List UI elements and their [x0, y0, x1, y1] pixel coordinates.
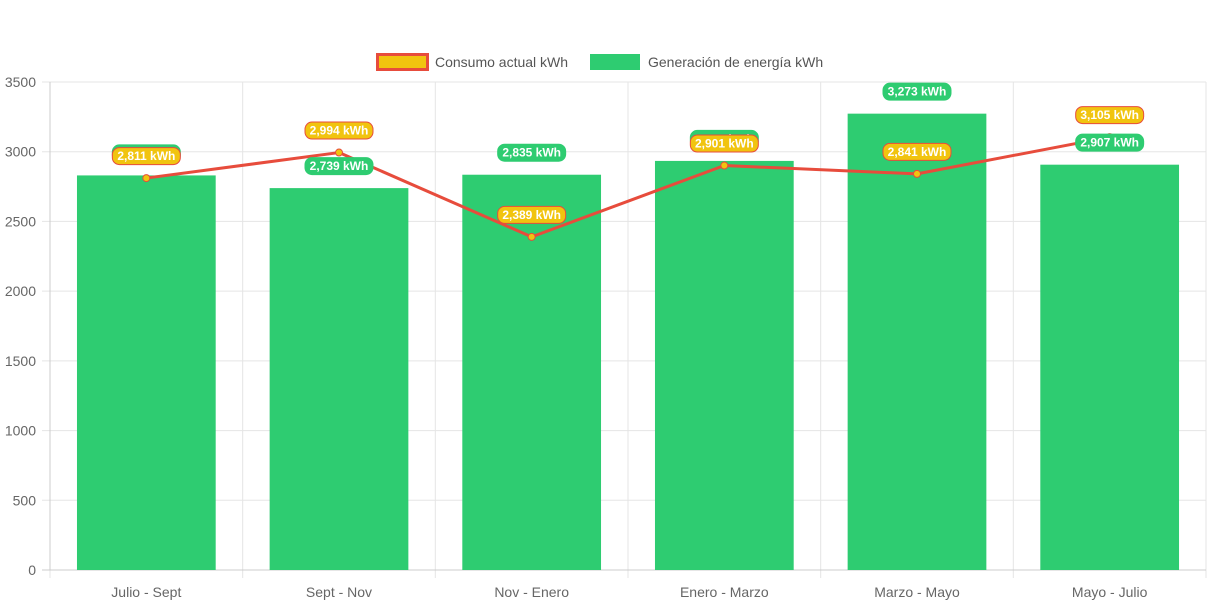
line-value-label-text: 2,811 kWh [117, 149, 175, 163]
line-value-label-text: 2,994 kWh [310, 124, 369, 138]
bar-value-label: 2,835 kWh [497, 143, 567, 162]
y-tick-label: 2500 [5, 213, 36, 229]
x-tick-label: Nov - Enero [494, 584, 569, 600]
y-tick-label: 2000 [5, 283, 36, 299]
line-value-label-text: 2,389 kWh [502, 208, 561, 222]
y-tick-label: 3500 [5, 74, 36, 90]
y-tick-label: 1000 [5, 423, 36, 439]
line-value-label-bg [882, 142, 952, 161]
legend-label: Generación de energía kWh [648, 54, 823, 70]
bar-value-label: 3,273 kWh [882, 82, 952, 101]
legend-swatch [376, 53, 429, 71]
line-value-label-text: 2,841 kWh [888, 145, 947, 159]
y-tick-label: 1500 [5, 353, 36, 369]
x-tick-label: Enero - Marzo [680, 584, 769, 600]
bar-value-label: 2,907 kWh [1075, 133, 1145, 152]
bar-value-label-text: 2,907 kWh [1080, 136, 1139, 150]
bar[interactable] [269, 188, 409, 570]
y-tick-label: 0 [28, 562, 36, 578]
bar[interactable] [1040, 164, 1180, 570]
line-value-label: 2,901 kWh [689, 134, 759, 153]
bar[interactable] [654, 160, 794, 570]
y-tick-label: 500 [13, 492, 37, 508]
line-value-label-bg [689, 134, 759, 153]
x-tick-label: Sept - Nov [306, 584, 372, 600]
bar-value-label-text: 2,739 kWh [310, 159, 369, 173]
bar-value-label-bg [304, 157, 374, 176]
bar[interactable] [847, 113, 987, 571]
line-value-label-text: 2,901 kWh [695, 137, 754, 151]
legend-item-consumo[interactable]: Consumo actual kWh [376, 53, 569, 71]
line-value-label: 2,841 kWh [882, 142, 952, 161]
legend-label: Consumo actual kWh [435, 54, 568, 70]
grid [42, 81, 1207, 578]
y-tick-label: 3000 [5, 144, 36, 160]
line-point[interactable] [720, 161, 729, 170]
bar[interactable] [76, 175, 216, 570]
line-value-label: 2,994 kWh [304, 121, 374, 140]
line-point[interactable] [335, 148, 343, 157]
x-tick-label: Mayo - Julio [1072, 584, 1148, 600]
bar-value-label-bg [1075, 133, 1145, 152]
line-value-label-bg [1075, 106, 1145, 125]
line-path [146, 135, 1110, 239]
bar-value-label: 2,739 kWh [304, 157, 374, 176]
axes: 0 500 1000 1500 2000 2500 3000 3500 Julio - Sept… [5, 74, 1206, 600]
line-value-label: 3,105 kWh [1075, 106, 1145, 125]
bar-value-label-bg [497, 143, 567, 162]
line-value-label-bg [304, 121, 374, 140]
line-value-label-text: 3,105 kWh [1080, 108, 1139, 122]
line-point[interactable] [913, 169, 921, 178]
bar-value-label-text: 3,273 kWh [888, 85, 947, 99]
line-point[interactable] [527, 232, 536, 241]
line-value-label-bg [111, 147, 181, 166]
x-tick-label: Marzo - Mayo [874, 584, 960, 600]
bar-value-label-bg [882, 82, 952, 101]
x-tick-label: Julio - Sept [111, 584, 181, 600]
legend-swatch [590, 54, 640, 70]
legend-item-generacion[interactable]: Generación de energía kWh [590, 54, 823, 70]
line-value-label-bg [497, 205, 567, 224]
line-value-label: 2,811 kWh [111, 147, 181, 166]
bars [76, 113, 1180, 571]
line-value-label: 2,389 kWh [497, 205, 567, 224]
line-point[interactable] [142, 174, 151, 183]
legend[interactable]: Consumo actual kWh Generación de energía … [376, 53, 824, 71]
bar-value-label-text: 2,835 kWh [502, 146, 561, 160]
